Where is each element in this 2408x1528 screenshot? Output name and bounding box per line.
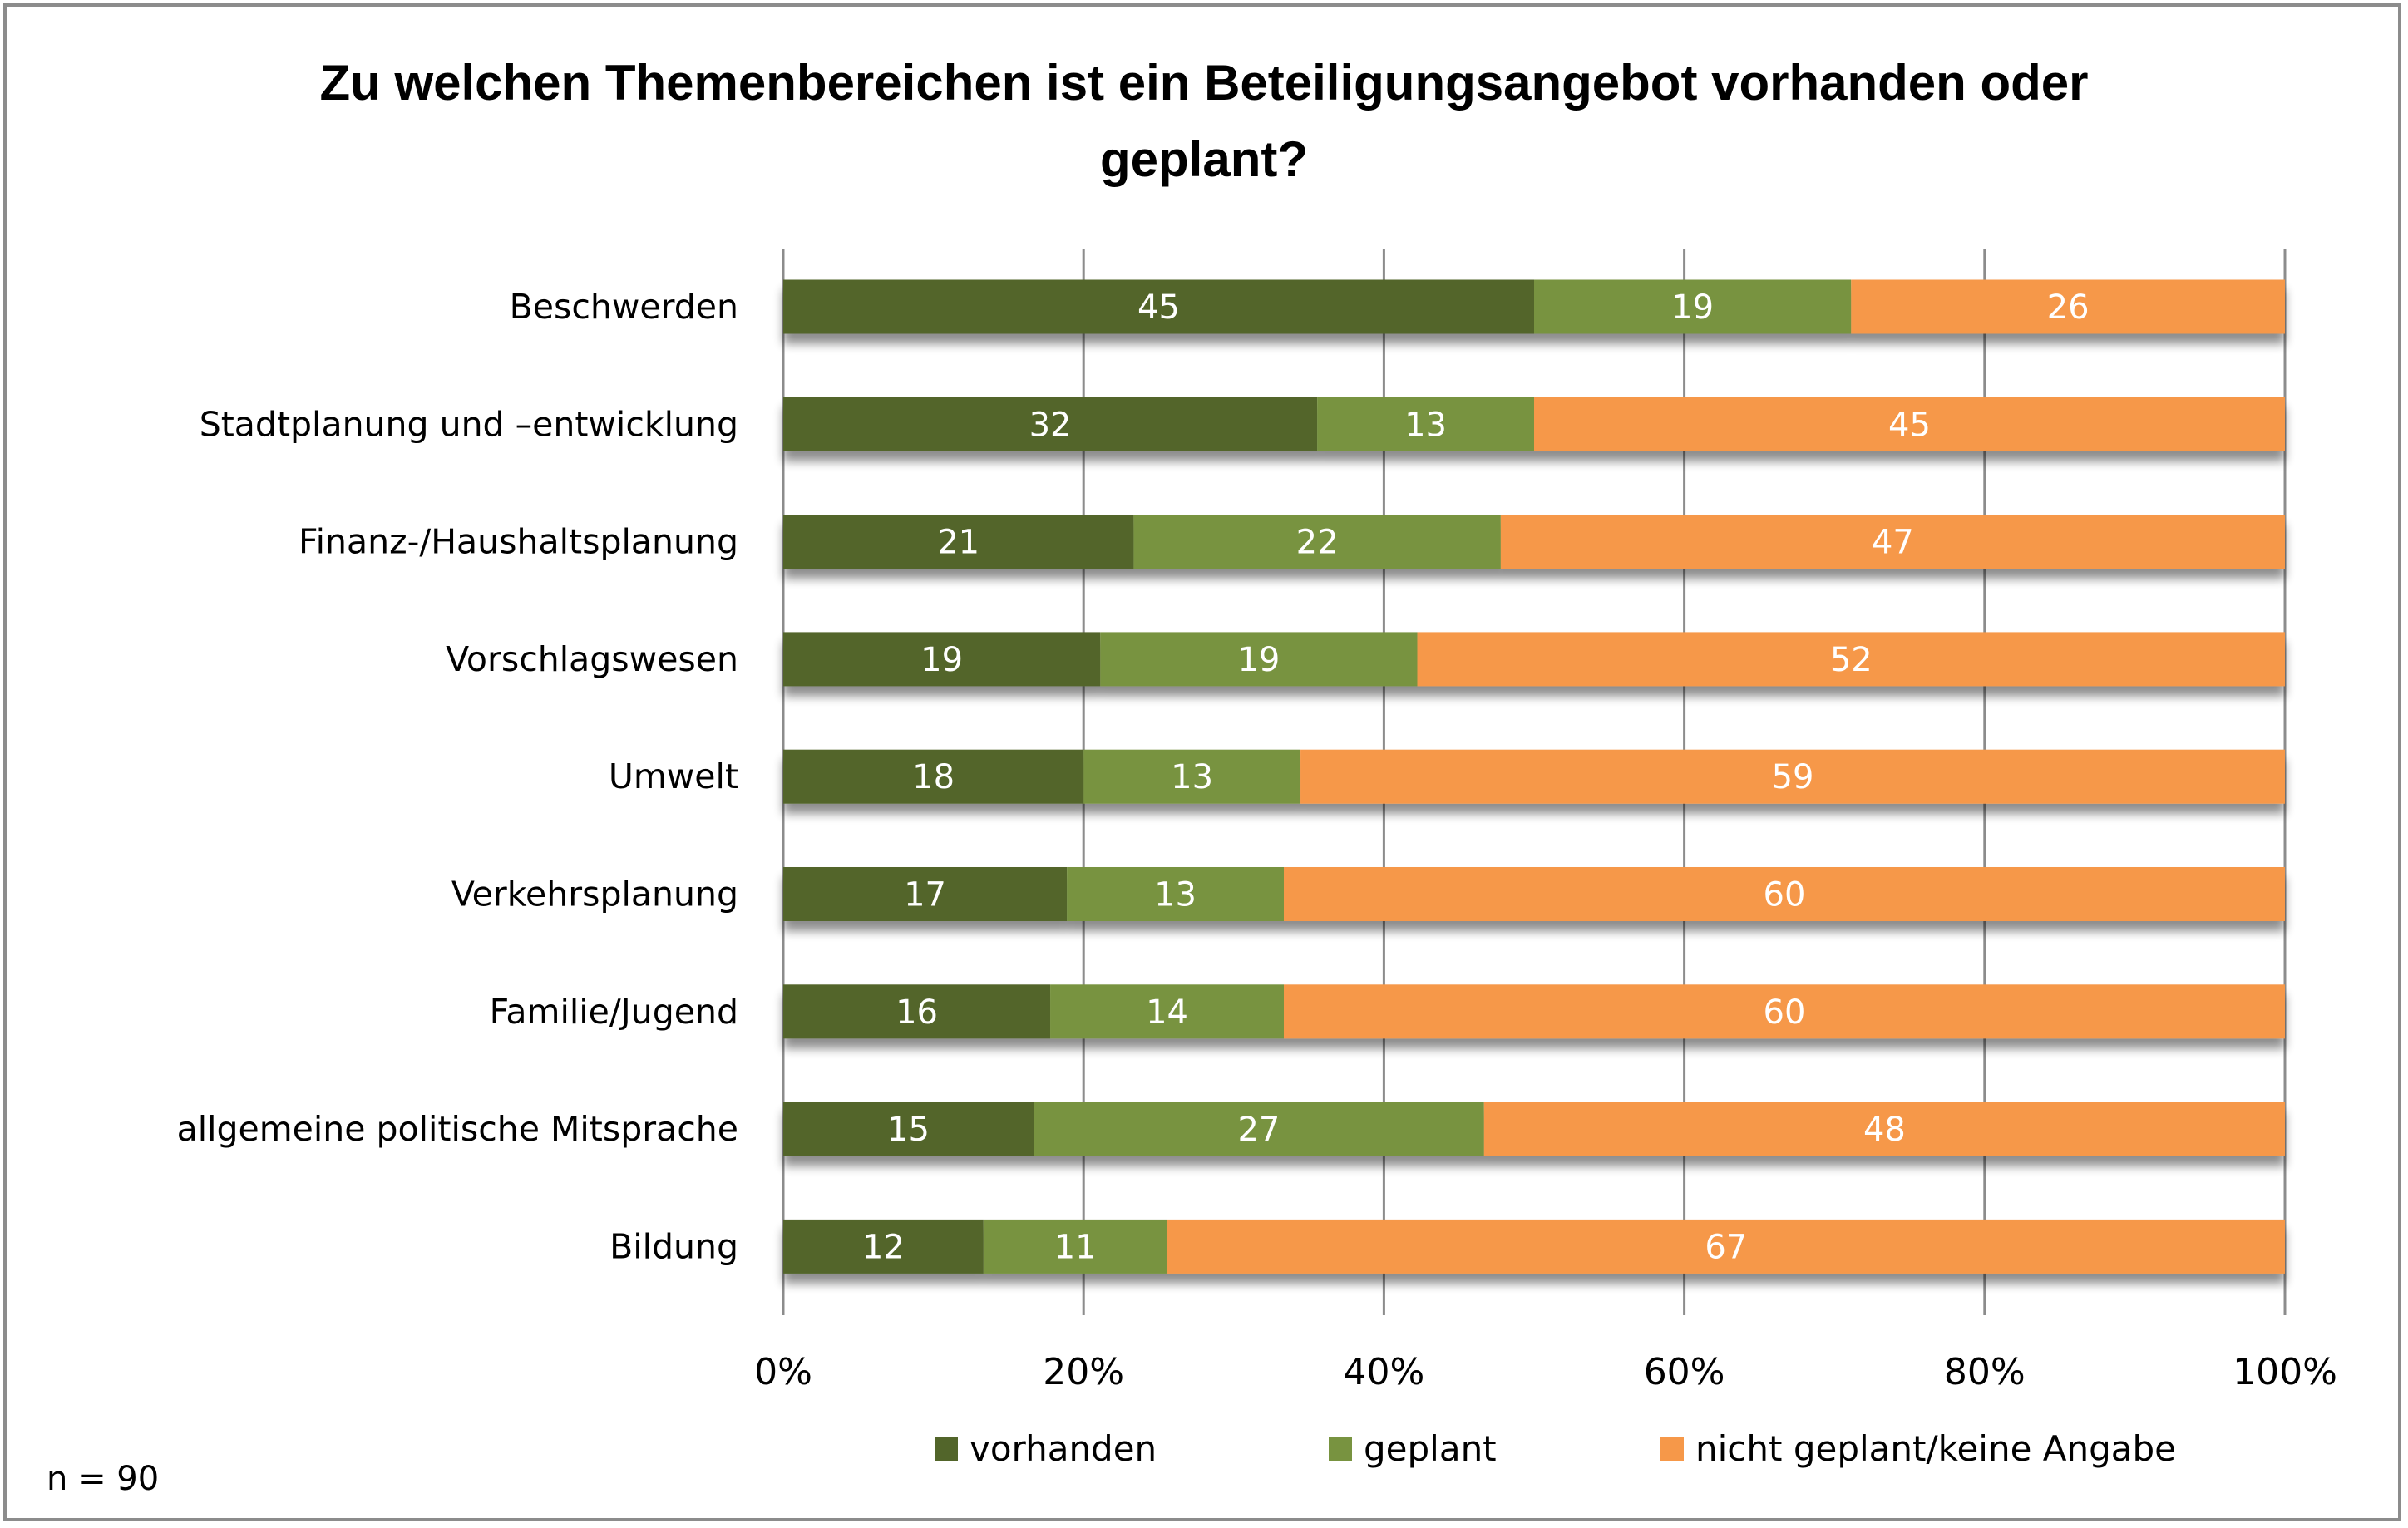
data-label: 60 xyxy=(1764,876,1806,914)
bar-row xyxy=(783,1102,2285,1156)
data-label: 17 xyxy=(904,876,946,914)
data-label: 27 xyxy=(1237,1111,1280,1149)
data-label: 13 xyxy=(1404,406,1447,444)
bar-segment-vorhanden xyxy=(783,867,1068,921)
category-label: Verkehrsplanung xyxy=(452,875,738,914)
x-tick-label: 60% xyxy=(1644,1351,1725,1393)
x-tick-label: 0% xyxy=(754,1351,812,1393)
bar-segment-vorhanden xyxy=(783,515,1134,569)
x-axis-ticks: 0% 20% 40% 60% 80% 100% xyxy=(754,1351,2337,1393)
bar-segment-geplant xyxy=(1050,984,1284,1039)
legend-label: vorhanden xyxy=(970,1428,1157,1469)
bar-row xyxy=(783,867,2285,921)
bar-segment-nicht-geplant-keine-angabe xyxy=(1284,984,2285,1039)
data-label: 67 xyxy=(1705,1228,1747,1266)
data-label: 45 xyxy=(1137,288,1180,327)
x-tick-label: 100% xyxy=(2233,1351,2337,1393)
bar-row xyxy=(783,749,2285,804)
data-label: 11 xyxy=(1054,1228,1097,1266)
data-label: 32 xyxy=(1029,406,1072,444)
legend: vorhanden geplant nicht geplant/keine Anga… xyxy=(935,1428,2176,1469)
data-label: 21 xyxy=(937,524,979,562)
bar-segment-nicht-geplant-keine-angabe xyxy=(1417,632,2285,687)
bar-segment-vorhanden xyxy=(783,1102,1034,1156)
data-label: 19 xyxy=(1237,641,1280,679)
bar-row xyxy=(783,279,2285,334)
bar-segment-vorhanden xyxy=(783,749,1084,804)
bar-segment-vorhanden xyxy=(783,984,1051,1039)
bar-segment-nicht-geplant-keine-angabe xyxy=(1300,749,2285,804)
data-label: 19 xyxy=(1671,288,1714,327)
category-label: Beschwerden xyxy=(510,287,738,327)
data-label: 13 xyxy=(1154,876,1197,914)
x-tick-label: 80% xyxy=(1944,1351,2026,1393)
bar-segment-nicht-geplant-keine-angabe xyxy=(1483,1102,2285,1156)
chart-title-line-2: geplant? xyxy=(1100,131,1308,187)
bar-segment-geplant xyxy=(1067,867,1284,921)
sample-size-note: n = 90 xyxy=(47,1460,159,1498)
legend-label: geplant xyxy=(1364,1428,1497,1469)
data-label: 52 xyxy=(1830,641,1873,679)
bar-row xyxy=(783,984,2285,1039)
data-label: 14 xyxy=(1146,993,1188,1032)
bars: 45 19 26 32 13 45 21 22 47 19 19 52 18 13 59 17 13 60 16 14… xyxy=(783,279,2285,1274)
category-labels: Beschwerden Stadtplanung und –entwicklung… xyxy=(177,287,738,1266)
category-label: Umwelt xyxy=(609,757,738,796)
bar-segment-geplant xyxy=(1133,515,1501,569)
bar-segment-vorhanden xyxy=(783,397,1318,451)
category-label: Stadtplanung und –entwicklung xyxy=(200,404,738,444)
data-label: 15 xyxy=(887,1111,930,1149)
bar-row xyxy=(783,632,2285,687)
data-label: 13 xyxy=(1171,758,1213,796)
category-label: Vorschlagswesen xyxy=(446,639,738,679)
bar-segment-geplant xyxy=(1317,397,1534,451)
bar-segment-geplant xyxy=(1034,1102,1484,1156)
bar-segment-nicht-geplant-keine-angabe xyxy=(1284,867,2285,921)
bar-segment-geplant xyxy=(1083,749,1301,804)
category-label: Familie/Jugend xyxy=(490,992,738,1032)
data-label: 60 xyxy=(1764,993,1806,1032)
legend-swatch xyxy=(1660,1437,1684,1461)
category-label: allgemeine politische Mitsprache xyxy=(177,1109,738,1149)
category-label: Bildung xyxy=(609,1226,738,1266)
x-tick-label: 40% xyxy=(1344,1351,1425,1393)
chart-title-line-1: Zu welchen Themenbereichen ist ein Betei… xyxy=(319,55,2088,111)
x-tick-label: 20% xyxy=(1043,1351,1124,1393)
legend-item: nicht geplant/keine Angabe xyxy=(1660,1428,2176,1469)
data-label: 48 xyxy=(1863,1111,1906,1149)
legend-item: geplant xyxy=(1329,1428,1497,1469)
bar-segment-vorhanden xyxy=(783,1219,984,1274)
bar-row xyxy=(783,397,2285,451)
category-label: Finanz-/Haushaltsplanung xyxy=(299,522,738,562)
bar-segment-nicht-geplant-keine-angabe xyxy=(1500,515,2285,569)
data-label: 19 xyxy=(920,641,963,679)
legend-item: vorhanden xyxy=(935,1428,1157,1469)
bar-segment-nicht-geplant-keine-angabe xyxy=(1534,397,2285,451)
data-label: 45 xyxy=(1888,406,1931,444)
bar-row xyxy=(783,515,2285,569)
data-label: 59 xyxy=(1772,758,1814,796)
data-label: 22 xyxy=(1296,524,1339,562)
data-label: 47 xyxy=(1872,524,1914,562)
data-label: 16 xyxy=(896,993,938,1032)
legend-swatch xyxy=(935,1437,958,1461)
data-label: 12 xyxy=(862,1228,905,1266)
bar-segment-geplant xyxy=(983,1219,1167,1274)
bar-segment-nicht-geplant-keine-angabe xyxy=(1851,279,2285,334)
data-label: 18 xyxy=(912,758,955,796)
bar-row xyxy=(783,1219,2285,1274)
legend-swatch xyxy=(1329,1437,1352,1461)
legend-label: nicht geplant/keine Angabe xyxy=(1695,1428,2176,1469)
data-label: 26 xyxy=(2047,288,2090,327)
bar-segment-vorhanden xyxy=(783,279,1534,334)
bar-segment-geplant xyxy=(1100,632,1418,687)
bar-segment-geplant xyxy=(1534,279,1852,334)
bar-segment-vorhanden xyxy=(783,632,1101,687)
bar-segment-nicht-geplant-keine-angabe xyxy=(1167,1219,2285,1274)
